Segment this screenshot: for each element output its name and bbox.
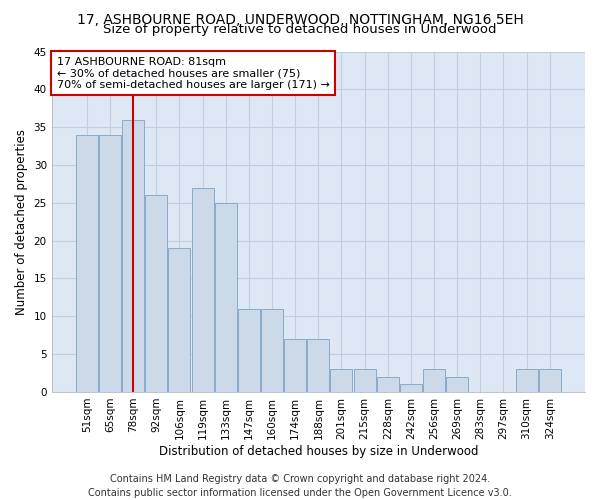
Bar (539, 370, 561, 392)
Y-axis label: Number of detached properties: Number of detached properties (15, 128, 28, 314)
Text: 17, ASHBOURNE ROAD, UNDERWOOD, NOTTINGHAM, NG16 5EH: 17, ASHBOURNE ROAD, UNDERWOOD, NOTTINGHA… (77, 12, 523, 26)
Bar (191, 188, 214, 392)
Bar (446, 377, 468, 392)
Bar (307, 339, 329, 392)
Bar (122, 120, 144, 392)
X-axis label: Distribution of detached houses by size in Underwood: Distribution of detached houses by size … (158, 444, 478, 458)
Bar (145, 195, 167, 392)
Bar (99, 134, 121, 392)
Bar (515, 370, 538, 392)
Text: Size of property relative to detached houses in Underwood: Size of property relative to detached ho… (103, 22, 497, 36)
Bar (169, 248, 190, 392)
Bar (238, 308, 260, 392)
Text: 17 ASHBOURNE ROAD: 81sqm
← 30% of detached houses are smaller (75)
70% of semi-d: 17 ASHBOURNE ROAD: 81sqm ← 30% of detach… (57, 56, 330, 90)
Bar (400, 384, 422, 392)
Bar (331, 370, 352, 392)
Text: Contains HM Land Registry data © Crown copyright and database right 2024.
Contai: Contains HM Land Registry data © Crown c… (88, 474, 512, 498)
Bar (76, 134, 98, 392)
Bar (377, 377, 399, 392)
Bar (353, 370, 376, 392)
Bar (215, 203, 237, 392)
Bar (423, 370, 445, 392)
Bar (261, 308, 283, 392)
Bar (284, 339, 306, 392)
